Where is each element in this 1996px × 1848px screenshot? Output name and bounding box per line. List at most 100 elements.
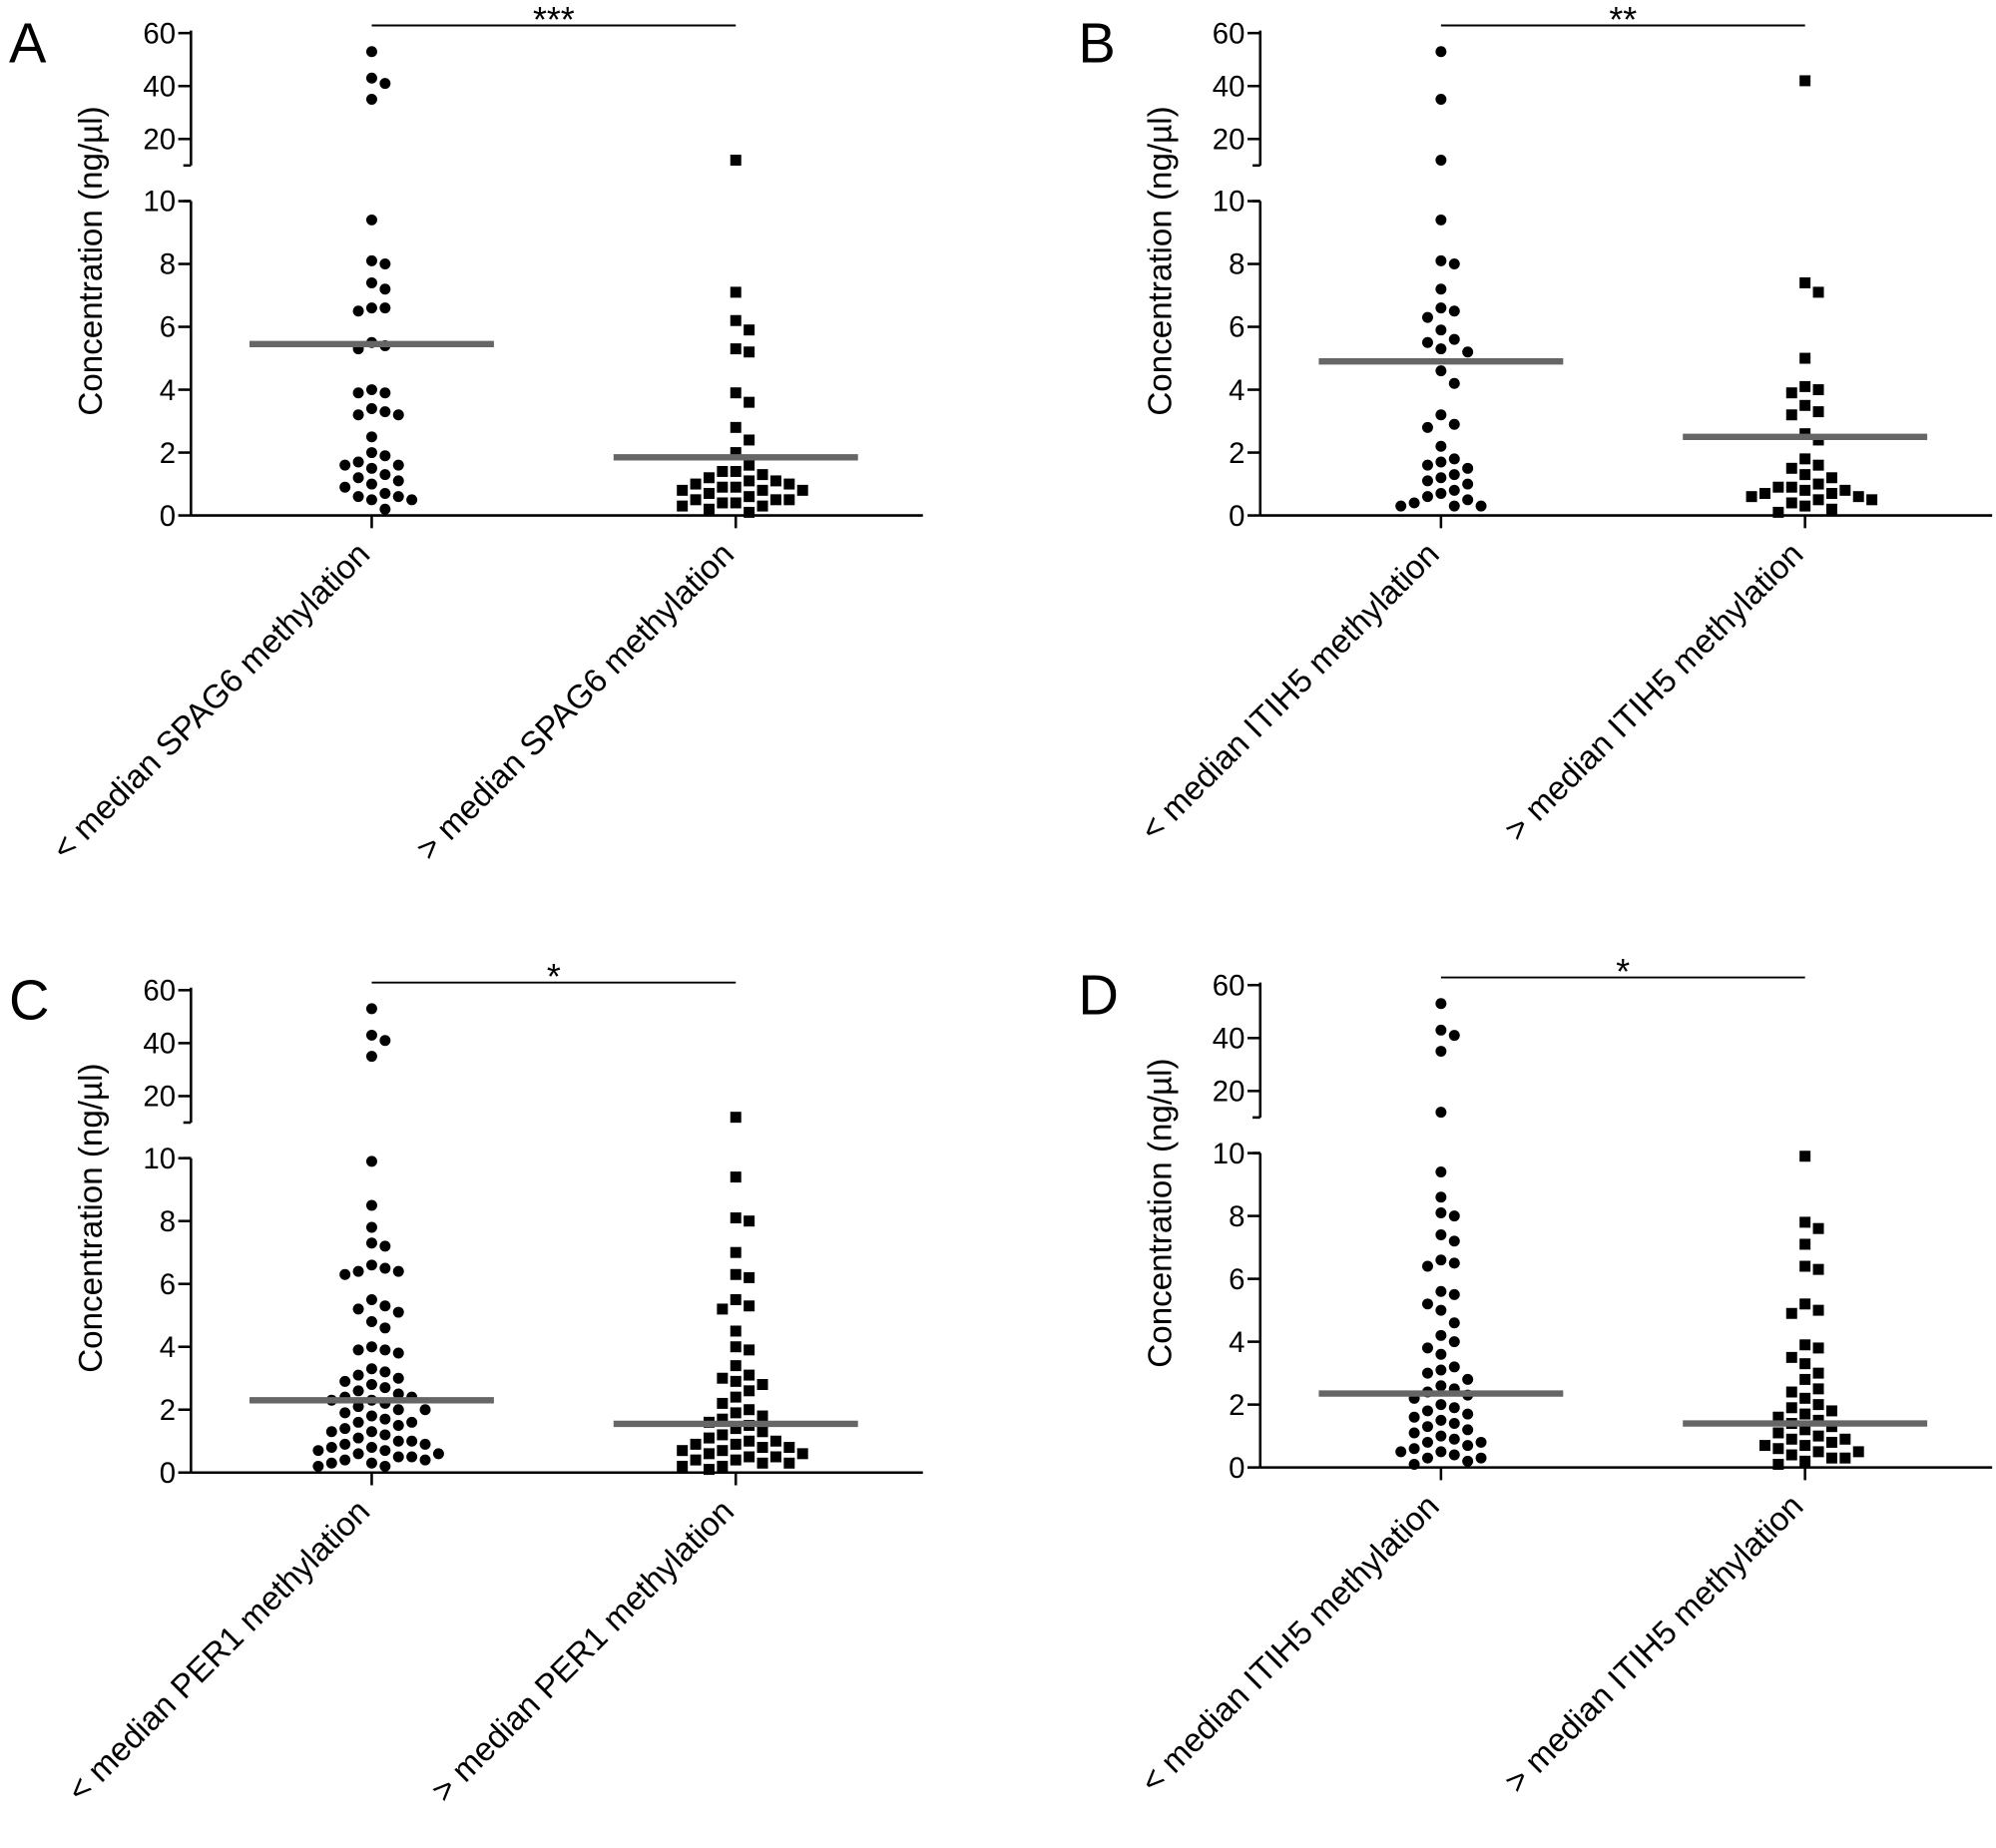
panel-label: A [9,11,47,74]
data-point [1772,1443,1784,1455]
data-point [392,1265,404,1277]
data-point [744,346,755,358]
y-tick-label: 4 [1229,374,1245,407]
data-point [352,305,364,317]
data-point [1785,1433,1797,1445]
y-tick-label: 6 [160,311,176,344]
data-point [1799,399,1811,411]
data-point [769,475,781,487]
data-point [1435,1206,1447,1218]
data-point [677,1445,689,1457]
data-point [1812,406,1824,418]
data-point [1435,214,1447,226]
data-point [1462,1373,1474,1385]
data-point [1785,1449,1797,1461]
y-tick-label: 2 [160,1394,176,1427]
data-point [352,1416,364,1428]
data-point [703,488,715,500]
data-point [690,1454,702,1466]
data-point [379,302,391,314]
data-point [1812,286,1824,298]
data-point [379,1429,391,1441]
data-point [365,214,377,226]
data-point [379,1366,391,1378]
data-point [1772,1458,1784,1470]
data-point [717,1445,729,1457]
y-tick-label: 6 [1229,1263,1245,1296]
data-point [1421,1367,1433,1379]
data-point [730,286,742,298]
data-point [730,1212,742,1224]
data-point [1408,1443,1420,1455]
data-point [1852,491,1864,503]
data-point [1785,1386,1797,1398]
data-point [703,1432,715,1444]
y-axis-label: Concentration (ng/µl) [73,1063,110,1372]
data-point [1772,506,1784,518]
data-point [1812,1304,1824,1316]
data-point [1785,1307,1797,1319]
data-point [744,1215,755,1227]
data-point [1421,1260,1433,1272]
x-tick-label: < median ITIH5 methylation [1134,536,1447,849]
significance-label: *** [533,0,575,40]
data-point [717,1397,729,1409]
data-point [730,314,742,326]
data-point [365,462,377,474]
data-point [352,1369,364,1381]
data-point [365,1155,377,1167]
data-point [1825,488,1837,500]
data-point [744,491,755,503]
data-point [365,1259,377,1271]
data-point [339,481,351,493]
data-point [392,1451,404,1463]
data-point [365,402,377,414]
data-point [1448,484,1460,496]
panel-label: D [1078,964,1119,1027]
data-point [730,155,742,166]
x-tick-label: < median PER1 methylation [61,1493,377,1809]
data-point [1462,1408,1474,1420]
data-point [1448,1235,1460,1247]
panel: 0 2 4 6 8 10 20 40 60 A Concentration (ng/µl) < med… [9,0,923,868]
y-tick-label: 0 [160,1457,176,1490]
data-point [717,1460,729,1472]
data-point [690,1438,702,1450]
significance-label: * [547,957,561,997]
data-point [1435,456,1447,468]
data-point [744,1404,755,1416]
data-point [1799,453,1811,465]
data-point [1852,1446,1864,1458]
data-point [769,1435,781,1447]
data-point [365,302,377,314]
data-point [365,1029,377,1041]
data-point [1395,1446,1407,1458]
data-point [1812,1222,1824,1234]
data-point [1435,1364,1447,1376]
data-point [717,1413,729,1425]
y-tick-label: 0 [1229,500,1245,533]
data-point [352,1344,364,1356]
data-point [1799,1440,1811,1452]
data-point [1799,276,1811,288]
data-point [1799,380,1811,392]
data-point [379,1460,391,1472]
y-tick-label: 40 [143,1028,176,1061]
data-point [756,1379,768,1391]
data-point [325,1426,337,1438]
data-point [744,1369,755,1381]
data-point [1435,1254,1447,1266]
y-tick-label: 10 [1213,1138,1246,1170]
data-point [744,506,755,518]
panel-label: B [1078,11,1115,74]
data-point [1435,1191,1447,1203]
data-point [1448,453,1460,465]
data-point [365,1293,377,1305]
data-point [1421,459,1433,471]
y-tick-label: 60 [1213,17,1246,50]
data-point [1825,1436,1837,1448]
y-tick-label: 4 [1229,1326,1245,1359]
data-point [717,465,729,477]
data-point [783,494,795,506]
